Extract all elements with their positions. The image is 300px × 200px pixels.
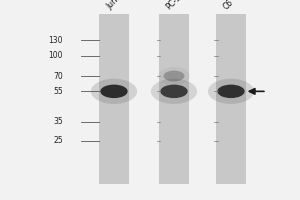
Text: 25: 25 — [53, 136, 63, 145]
Ellipse shape — [151, 79, 197, 104]
Text: 55: 55 — [53, 87, 63, 96]
Ellipse shape — [217, 85, 245, 98]
Ellipse shape — [158, 67, 190, 85]
Text: 100: 100 — [49, 51, 63, 60]
Ellipse shape — [91, 79, 137, 104]
Bar — [159, 14, 189, 184]
Bar — [99, 14, 129, 184]
Ellipse shape — [164, 71, 184, 81]
Ellipse shape — [160, 85, 188, 98]
Text: C6: C6 — [222, 0, 235, 11]
Ellipse shape — [100, 85, 128, 98]
Text: PC-3: PC-3 — [165, 0, 183, 11]
Text: 70: 70 — [53, 72, 63, 81]
Bar — [216, 14, 246, 184]
Text: 130: 130 — [49, 36, 63, 45]
Text: 35: 35 — [53, 117, 63, 126]
Text: Jurkat: Jurkat — [105, 0, 127, 11]
Ellipse shape — [208, 79, 254, 104]
